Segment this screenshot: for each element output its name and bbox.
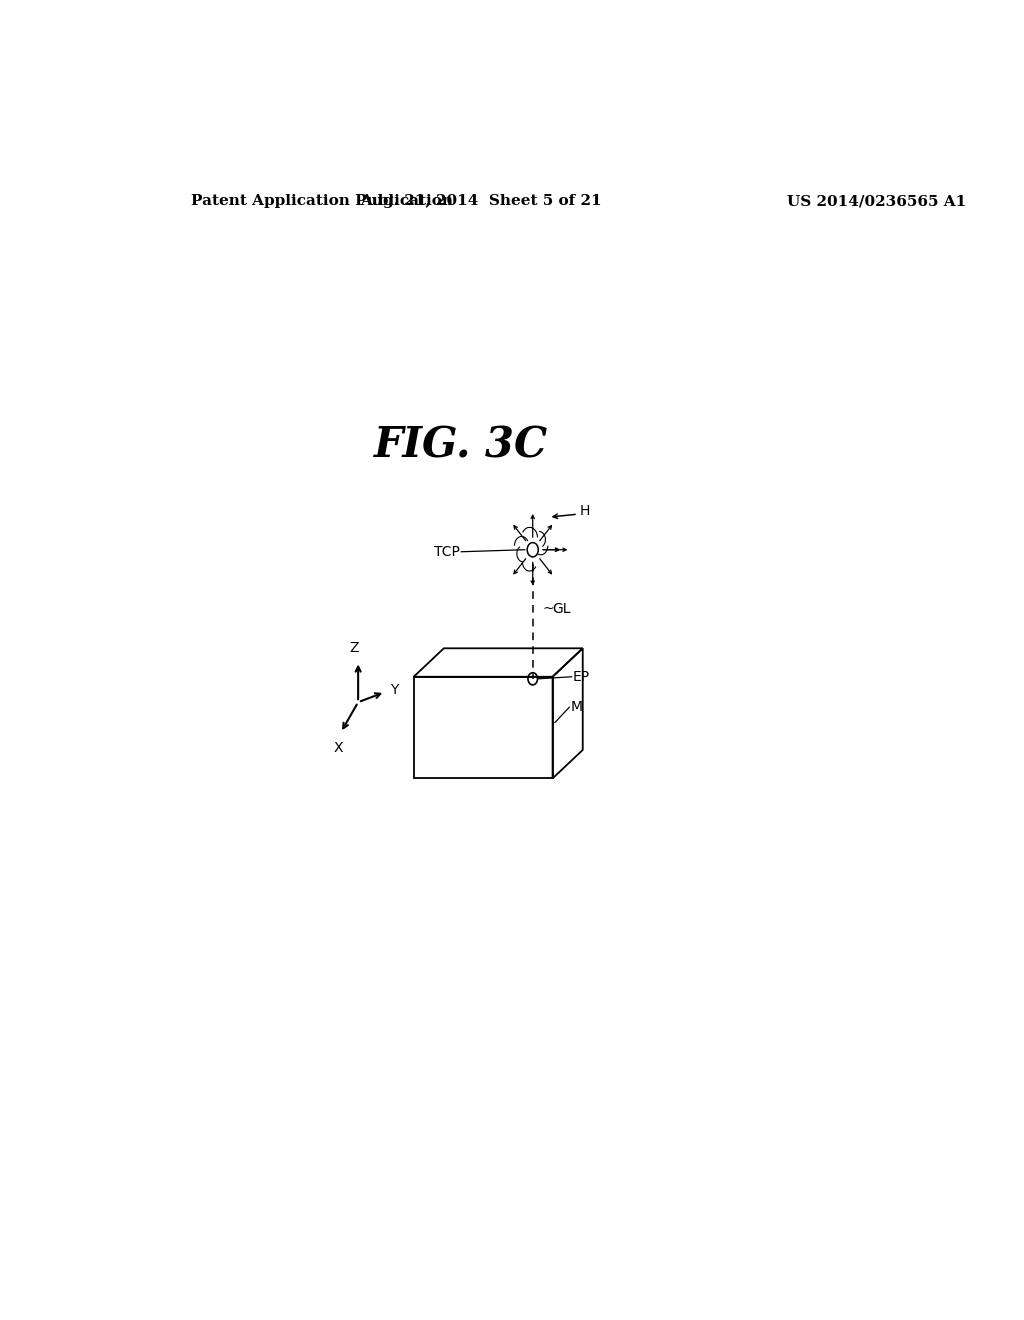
- Text: US 2014/0236565 A1: US 2014/0236565 A1: [786, 194, 966, 209]
- Text: H: H: [580, 504, 590, 517]
- Text: Z: Z: [349, 642, 359, 656]
- Text: Patent Application Publication: Patent Application Publication: [191, 194, 454, 209]
- Text: GL: GL: [553, 602, 571, 615]
- Text: FIG. 3C: FIG. 3C: [374, 424, 549, 466]
- Text: X: X: [334, 741, 343, 755]
- Text: M: M: [570, 700, 583, 714]
- Text: TCP: TCP: [434, 545, 460, 558]
- Text: EP: EP: [572, 669, 590, 684]
- Circle shape: [527, 543, 539, 557]
- Text: Y: Y: [390, 682, 398, 697]
- Text: Aug. 21, 2014  Sheet 5 of 21: Aug. 21, 2014 Sheet 5 of 21: [360, 194, 602, 209]
- Text: ~: ~: [543, 602, 554, 615]
